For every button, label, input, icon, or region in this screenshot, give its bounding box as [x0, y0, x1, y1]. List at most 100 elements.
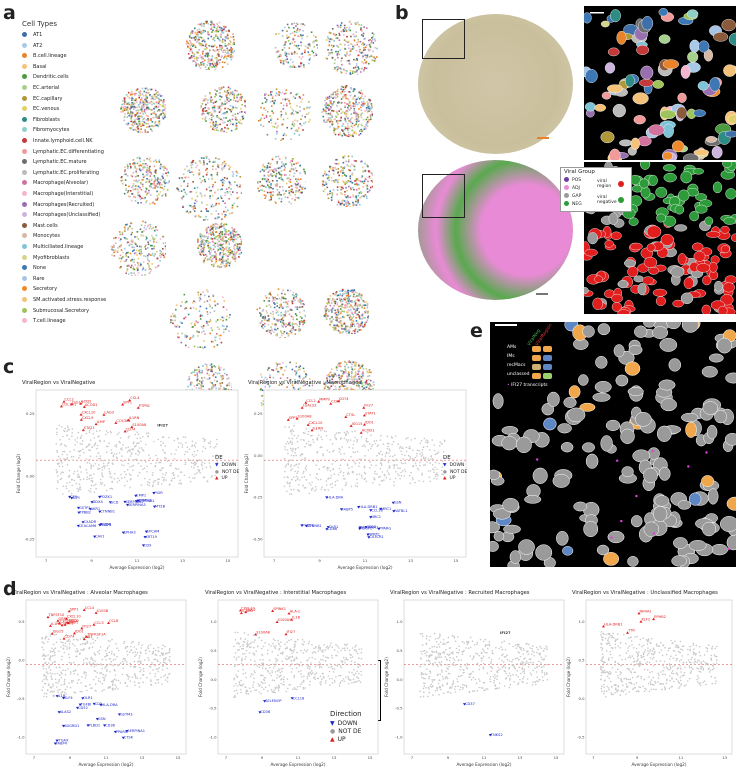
gene-label-up: ILMP [97, 420, 106, 424]
legend-label: Macrophage(Alveolar) [33, 180, 89, 187]
legend-label: UP [337, 736, 346, 743]
triangle-down-icon: ▼ [215, 463, 219, 468]
y-tick-label: 0.25 [254, 411, 263, 416]
gene-label-up: CCL4 [331, 400, 341, 404]
legend-swatch [543, 373, 552, 379]
gene-label-down: MRC1 [381, 507, 391, 511]
gene-label-up: S100A8 [256, 630, 271, 634]
x-tick-label: 11 [296, 755, 301, 760]
x-tick-label: 7 [225, 755, 228, 760]
panel-e-legend-row: recMacs [507, 363, 567, 371]
legend-label: UP [221, 476, 228, 481]
legend-swatch [22, 307, 27, 313]
gene-label-down: IL1B [58, 694, 66, 698]
legend-label: B.cell.lineage [33, 53, 67, 60]
panel-e-legend-row: unclassed [507, 372, 567, 380]
gene-label-up: HLA-DRB1 [604, 622, 622, 626]
viral-group-legend: Viral Group POS ADJ GAP NEG viral region vi… [560, 167, 632, 212]
gene-label-down: PPARG [116, 730, 128, 734]
gene-label-up: CCL8 [109, 619, 119, 623]
x-tick-label: 9 [69, 755, 72, 760]
legend-label: IMs [507, 354, 515, 359]
legend-label: Fibroblasts [33, 116, 60, 123]
tissue-core [257, 155, 306, 205]
legend-item: Dendritic.cells [22, 74, 69, 80]
triangle-down-icon: ▼ [443, 463, 447, 468]
gene-label-down: FABP4 [100, 523, 112, 527]
viral-region-label: viral region [597, 179, 612, 189]
legend-swatch [22, 244, 27, 249]
viral-group-legend-title: Viral Group [564, 169, 595, 175]
legend-swatch [22, 297, 27, 302]
gene-label-down: SELENOP [265, 699, 282, 703]
panel-e-legend: ViralNeg ViralRegion AMs IMs recMacs unclas… [504, 323, 570, 392]
gene-label-down: AKR1 [91, 507, 101, 511]
y-tick-label: -0.5 [395, 706, 403, 711]
triangle-down-icon: ▼ [330, 720, 335, 727]
plot-title: ViralRegion vs ViralNegative : Interstit… [205, 590, 347, 596]
legend-label: AT2 [33, 42, 43, 49]
gene-label: IFI27 [157, 423, 168, 428]
gene-label-down: ADGRD1 [64, 724, 80, 728]
x-tick-label: 7 [33, 755, 36, 760]
gene-label-down: FZD6 [101, 522, 111, 526]
gene-label-up: SPINK1 [273, 607, 286, 611]
x-tick-label: 13 [722, 755, 727, 760]
legend-label: Innate.lymphoid.cell.NK [33, 138, 93, 144]
gene-label-down: CEACAM6 [79, 524, 97, 528]
legend-swatch [22, 53, 27, 59]
legend-swatch [22, 222, 27, 228]
gene-label-up: IFI27 [364, 404, 373, 408]
legend-label: Mast.cells [33, 222, 58, 229]
x-tick-label: 9 [447, 755, 450, 760]
legend-item: Macrophages(Unclassified) [22, 212, 100, 218]
gene-label-up: S100A9 [278, 618, 293, 622]
tissue-core [197, 222, 242, 268]
gene-label-down: NPRTC [368, 533, 380, 537]
gene-label-up: STAT1 [365, 411, 376, 415]
legend-label: DOWN [337, 720, 358, 727]
legend-swatch [22, 74, 27, 80]
legend-label: POS [572, 178, 582, 183]
gene-label-down: STMN1 [139, 499, 152, 503]
legend-item: SM.activated.stress.response [22, 297, 106, 303]
plot-title: ViralRegion vs ViralNegative [22, 380, 96, 386]
legend-label: ADJ [572, 186, 580, 191]
y-tick-label: 0.5 [210, 648, 217, 653]
gene-label-up: ISG15 [352, 422, 363, 426]
plot-title: ViralRegion vs ViralNegative : Recruited… [390, 590, 530, 596]
legend-swatch [564, 177, 569, 182]
tissue-core [110, 220, 166, 276]
gene-label-up: LAG3 [104, 411, 114, 415]
tissue-core [325, 20, 378, 75]
tissue-core [170, 289, 231, 349]
x-tick-label: 15 [225, 558, 230, 563]
x-tick-label: 7 [45, 558, 48, 563]
gene-label-down: OLR1 [329, 525, 339, 529]
scale-bar-white [495, 324, 517, 326]
panel-label-d: d [3, 578, 17, 600]
legend-label: NOT DE [221, 469, 240, 475]
y-tick-label: -1.0 [395, 735, 403, 740]
legend-swatch [532, 346, 541, 352]
legend-item: ● NOT DE [330, 728, 380, 736]
gene-label-up: S100A8 [298, 415, 313, 419]
tissue-core [176, 155, 242, 221]
legend-swatch [22, 138, 27, 143]
y-tick-label: -0.25 [253, 495, 263, 500]
viral-negative-swatch [618, 197, 624, 203]
x-tick-label: 15 [176, 755, 181, 760]
legend-swatch [22, 201, 27, 207]
x-tick-label: 13 [180, 558, 185, 563]
gene-label-up: SOD2 [81, 400, 91, 404]
legend-label: Dendritic.cells [33, 74, 69, 81]
legend-item: ▲ UP [443, 476, 473, 483]
legend-label: DOWN [221, 463, 237, 468]
gene-label-down: CD52 [367, 525, 377, 529]
viral-group-item: NEG [564, 201, 582, 207]
legend-swatch [22, 42, 27, 48]
legend-swatch [22, 127, 27, 133]
gene-label-up: S100B [97, 609, 109, 613]
legend-swatch [22, 85, 27, 90]
de-legend: DE ▼ DOWN ● NOT DE ▲ UP [215, 455, 245, 489]
